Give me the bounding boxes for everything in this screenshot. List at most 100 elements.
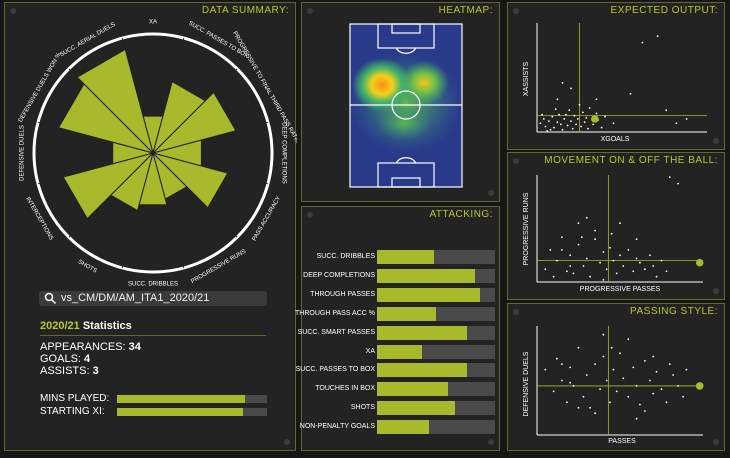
attacking-bar-track — [377, 382, 495, 397]
scatter-point — [655, 370, 658, 373]
x-axis-label: XGOALS — [601, 136, 630, 143]
scatter-point — [544, 125, 547, 128]
passing-style-title: PASSING STYLE: — [630, 306, 718, 317]
attacking-bar-track — [377, 268, 495, 283]
scatter-point — [605, 268, 608, 271]
attacking-bar-label: SUCC. SMART PASSES — [297, 328, 375, 336]
passing-style-scatter: PASSES DEFENSIVE DUELS — [523, 326, 704, 445]
scatter-point — [685, 368, 688, 371]
heatmap-panel: HEATMAP: — [301, 2, 500, 202]
search-input[interactable]: vs_CM/DM/AM_ITA1_2020/21 — [61, 292, 210, 304]
attacking-bar-fill — [377, 420, 429, 435]
scatter-point — [587, 127, 589, 130]
scatter-point — [627, 338, 630, 340]
attacking-bar-label: THROUGH PASS ACC % — [295, 309, 375, 317]
attacking-bar-track — [377, 401, 495, 416]
panel-corner-dot — [10, 8, 16, 14]
attacking-bar-label: TOUCHES IN BOX — [315, 385, 375, 393]
attacking-bar-track — [377, 306, 495, 321]
pitch-penalty-arc — [395, 157, 417, 164]
attacking-bar-track — [377, 250, 495, 264]
scatter-point — [594, 238, 596, 241]
scatter-point — [595, 98, 598, 101]
scatter-point — [561, 363, 563, 365]
expected-output-title: EXPECTED OUTPUT: — [610, 5, 718, 16]
scatter-point — [561, 249, 563, 251]
scatter-point — [585, 116, 588, 119]
scatter-point — [599, 261, 601, 264]
scatter-point — [665, 270, 668, 273]
panel-corner-dot — [488, 190, 494, 196]
scatter-point — [561, 128, 564, 131]
scatter-point — [619, 222, 621, 225]
assists-stat: ASSISTS: 3 — [40, 365, 99, 377]
scatter-point — [561, 236, 563, 238]
scatter-point — [660, 259, 663, 262]
assists-value: 3 — [92, 365, 99, 377]
attacking-bar-track — [377, 363, 495, 378]
scatter-point — [588, 107, 591, 109]
scatter-point — [619, 352, 621, 355]
scatter-point — [677, 385, 679, 387]
scatter-point — [582, 111, 584, 114]
search-icon — [44, 292, 57, 305]
scatter-point — [644, 268, 646, 271]
data-summary-panel: DATA SUMMARY: XA SUCC. PASSES TO BOX PROGR… — [4, 2, 297, 451]
pitch-penalty-arc — [395, 47, 417, 54]
radar-spoke — [152, 152, 269, 185]
appearances-value: 34 — [128, 341, 141, 353]
scatter-point — [594, 229, 596, 232]
panel-corner-dot — [307, 212, 313, 218]
scatter-point — [639, 261, 641, 264]
radar-category-label: INTERCEPTIONS — [24, 196, 54, 241]
scatter-point — [644, 360, 646, 362]
scatter-point — [602, 251, 605, 253]
scatter-point — [635, 417, 638, 420]
highlighted-player-point — [695, 382, 704, 390]
scatter-point — [548, 120, 550, 122]
scatter-point — [665, 109, 668, 112]
pitch-goal-box — [391, 23, 421, 34]
attacking-bar-fill — [377, 306, 436, 321]
radar-category-label: DEEP COMPLETIONS — [280, 122, 286, 184]
scatter-point — [577, 346, 580, 349]
scatter-point — [542, 118, 545, 120]
scatter-point — [594, 363, 596, 365]
pitch-center-circle — [391, 90, 421, 120]
scatter-point — [627, 249, 630, 251]
panel-corner-dot — [307, 8, 313, 14]
radar-spoke — [152, 152, 185, 269]
assists-label: ASSISTS: — [40, 365, 90, 377]
scatter-point — [554, 108, 557, 110]
scatter-point — [604, 115, 606, 118]
stats-label: Statistics — [82, 320, 132, 332]
scatter-point — [582, 265, 585, 267]
stats-heading: 2020/21 Statistics — [40, 320, 132, 332]
scatter-point — [652, 265, 655, 267]
scatter-point — [577, 222, 580, 225]
attacking-bar-label: DEEP COMPLETIONS — [303, 271, 375, 279]
data-summary-title: DATA SUMMARY: — [201, 5, 289, 16]
divider — [40, 335, 266, 336]
scatter-point — [585, 374, 588, 376]
panel-corner-dot — [713, 138, 719, 144]
radar-spoke — [152, 37, 185, 154]
scatter-point — [672, 374, 674, 376]
scatter-point — [660, 388, 663, 391]
scatter-point — [552, 390, 555, 393]
scatter-point — [585, 216, 588, 219]
search-bar[interactable]: vs_CM/DM/AM_ITA1_2020/21 — [39, 291, 267, 306]
expected-output-scatter: XGOALS XASSISTS — [523, 23, 707, 143]
scatter-point — [612, 122, 615, 125]
starting-xi-label: STARTING XI: — [40, 406, 105, 417]
radar-category-label: XA — [149, 20, 157, 26]
scatter-point — [677, 182, 679, 185]
radar-category-label: PASS ACCURACY — [252, 195, 282, 242]
scatter-point — [563, 118, 566, 120]
scatter-point — [615, 390, 618, 393]
radar-spoke — [68, 68, 154, 154]
attacking-bar-track — [377, 344, 495, 359]
radar-category-label: SHOTS — [77, 259, 98, 275]
mins-played-bar — [117, 395, 267, 403]
